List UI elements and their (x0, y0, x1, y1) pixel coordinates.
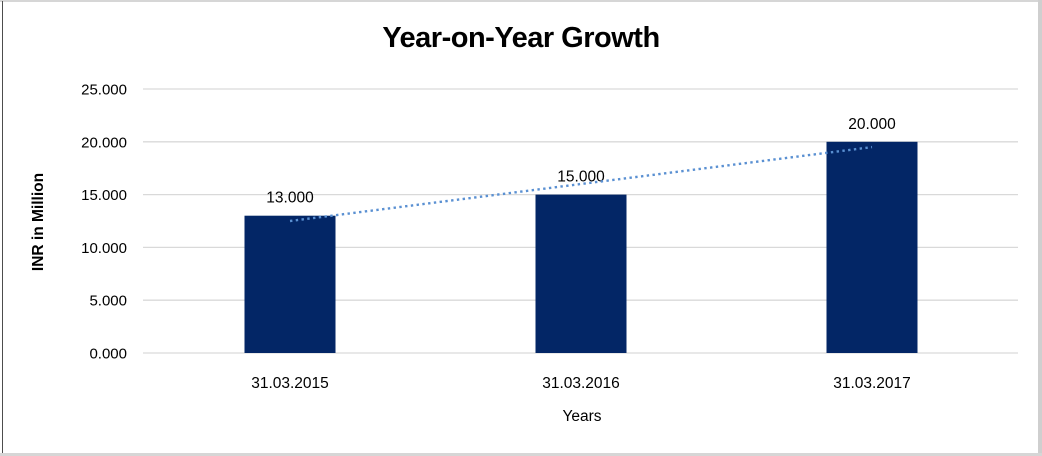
bar-31.03.2015 (244, 215, 336, 353)
x-category-label: 31.03.2015 (251, 375, 329, 392)
chart-title: Year-on-Year Growth (382, 22, 660, 54)
window-border-left (2, 1, 3, 454)
data-label: 20.000 (848, 116, 896, 133)
x-category-label: 31.03.2017 (833, 375, 911, 392)
bar-31.03.2016 (535, 194, 627, 353)
y-tick-label: 10.000 (81, 240, 127, 257)
window-border-top (0, 0, 1042, 2)
y-tick-label: 5.000 (89, 293, 127, 310)
x-category-label: 31.03.2016 (542, 375, 620, 392)
data-label: 15.000 (557, 169, 605, 186)
window-border-bottom (0, 453, 1042, 456)
data-label: 13.000 (266, 190, 314, 207)
y-tick-label: 20.000 (81, 134, 127, 151)
window-border-right (1038, 0, 1042, 456)
y-tick-label: 15.000 (81, 187, 127, 204)
x-axis-title: Years (562, 408, 602, 425)
y-tick-label: 25.000 (81, 82, 127, 99)
y-tick-label: 0.000 (89, 346, 127, 363)
y-axis-title: INR in Million (30, 172, 47, 272)
bar-31.03.2017 (826, 141, 918, 353)
trendline (289, 145, 873, 223)
